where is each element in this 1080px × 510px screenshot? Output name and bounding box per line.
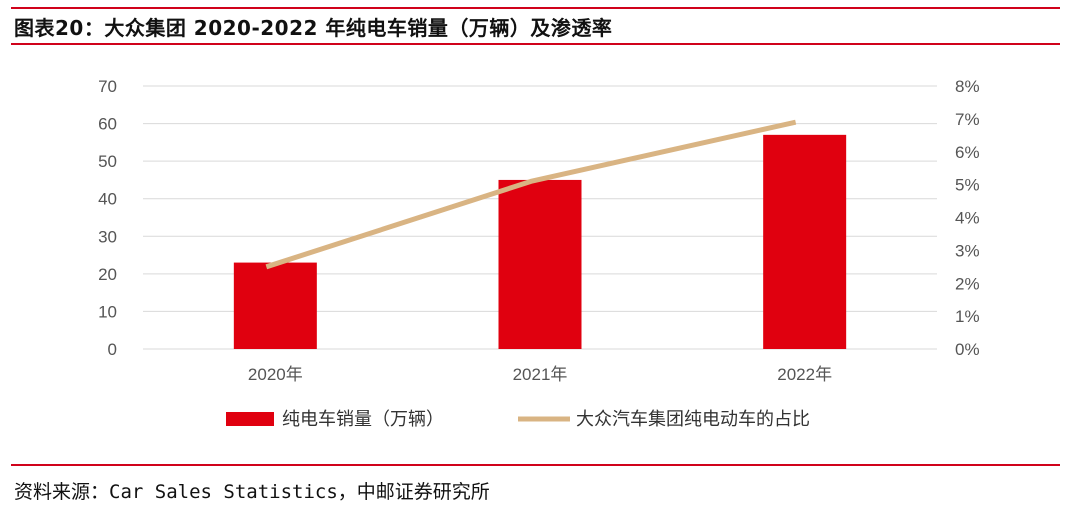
y-right-tick-label: 2% <box>955 274 980 293</box>
chart-title: 图表20：大众集团 2020-2022 年纯电车销量（万辆）及渗透率 <box>14 16 613 40</box>
y-right-tick-label: 3% <box>955 241 980 260</box>
y-left-tick-label: 10 <box>98 302 117 321</box>
y-left-tick-label: 50 <box>98 152 117 171</box>
y-right-tick-label: 6% <box>955 143 980 162</box>
legend-line-label: 大众汽车集团纯电动车的占比 <box>576 409 810 430</box>
y-left-tick-label: 40 <box>98 190 117 209</box>
bottom-rule <box>11 464 1060 466</box>
y-left-tick-label: 30 <box>98 227 117 246</box>
y-right-tick-label: 1% <box>955 307 980 326</box>
y-right-tick-label: 7% <box>955 110 980 129</box>
title-underline <box>11 43 1060 45</box>
y-left-tick-label: 0 <box>108 340 117 359</box>
bar <box>233 262 317 349</box>
legend-bar-label: 纯电车销量（万辆） <box>282 409 444 430</box>
x-tick-label: 2022年 <box>777 365 832 384</box>
y-right-tick-label: 4% <box>955 209 980 228</box>
y-left-tick-label: 20 <box>98 265 117 284</box>
x-tick-label: 2020年 <box>248 365 303 384</box>
y-right-tick-label: 0% <box>955 340 980 359</box>
legend-bar-swatch <box>226 412 274 426</box>
y-left-tick-label: 70 <box>98 77 117 96</box>
y-right-tick-label: 5% <box>955 176 980 195</box>
bar <box>763 134 847 349</box>
penetration-line <box>265 119 797 270</box>
bar <box>498 179 582 349</box>
top-rule <box>11 7 1060 9</box>
source-note: 资料来源：Car Sales Statistics，中邮证券研究所 <box>14 481 490 503</box>
x-tick-label: 2021年 <box>513 365 568 384</box>
y-left-tick-label: 60 <box>98 115 117 134</box>
y-right-tick-label: 8% <box>955 77 980 96</box>
